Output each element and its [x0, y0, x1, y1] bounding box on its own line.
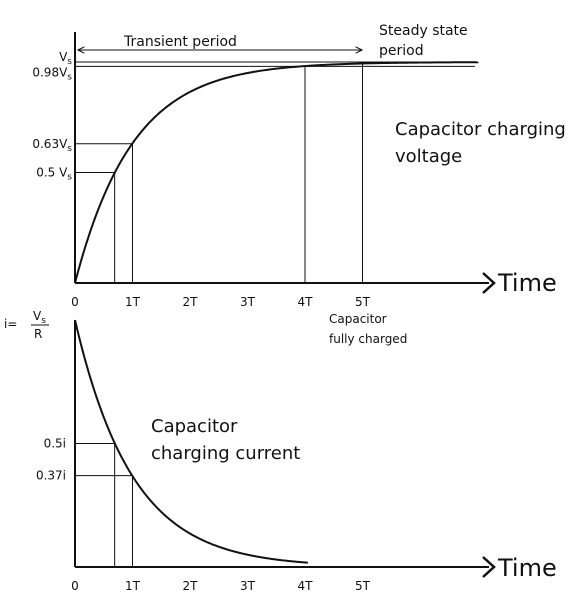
y-tick-label: 0.5i [44, 437, 66, 451]
current-x-axis-arrow [482, 556, 496, 578]
voltage-title-line1: Capacitor charging [395, 119, 566, 140]
voltage-y-tick-labels: Vs0.98Vs 0.63Vs 0.5 Vs [32, 50, 72, 183]
voltage-title-line2: voltage [395, 146, 462, 167]
current-x-tick-labels: 0 1T 2T 3T 4T 5T [71, 579, 370, 593]
steady-state-label-line1: Steady state [379, 23, 468, 39]
voltage-x-axis-arrow [482, 272, 496, 294]
current-guide-lines [75, 443, 133, 567]
voltage-x-tick-labels: 0 1T 2T 3T 4T 5T [71, 295, 370, 309]
voltage-guide-lines [75, 61, 475, 283]
x-tick-label: 2T [183, 579, 199, 593]
transient-period-label: Transient period [123, 34, 237, 50]
y-tick-label: Vs [59, 50, 72, 67]
current-title-line2: charging current [151, 443, 300, 464]
steady-state-label-line2: period [379, 43, 424, 59]
current-series-line [74, 319, 308, 564]
y-tick-label: 0.5 Vs [36, 166, 72, 183]
x-tick-label: 0 [71, 295, 79, 309]
current-initial-lhs: i= [4, 317, 17, 331]
current-x-axis-label: Time [497, 554, 557, 582]
current-title-line1: Capacitor [151, 416, 238, 437]
x-tick-label: 4T [298, 579, 314, 593]
fully-charged-label-line1: Capacitor [329, 312, 387, 326]
x-tick-label: 3T [240, 579, 256, 593]
x-tick-label: 1T [125, 295, 141, 309]
y-tick-label: 0.98Vs [32, 65, 72, 82]
y-tick-label: 0.37i [36, 469, 66, 483]
y-tick-label: 0.63Vs [32, 137, 72, 154]
x-tick-label: 0 [71, 579, 79, 593]
x-tick-label: 2T [183, 295, 199, 309]
voltage-series-line [74, 61, 479, 284]
x-tick-label: 1T [125, 579, 141, 593]
voltage-x-axis-label: Time [497, 269, 557, 297]
fully-charged-label-line2: fully charged [329, 332, 407, 346]
current-y-tick-labels: 0.5i 0.37i [36, 437, 66, 483]
current-initial-numerator: Vs [33, 309, 46, 326]
x-tick-label: 5T [355, 579, 371, 593]
current-initial-denominator: R [34, 327, 42, 341]
x-tick-label: 3T [240, 295, 256, 309]
current-chart: Time 0 1T 2T 3T 4T 5T 0.5i 0.37i i= Vs R Capac… [4, 309, 557, 593]
x-tick-label: 5T [355, 295, 371, 309]
current-initial-value-label: i= Vs R [4, 309, 49, 341]
x-tick-label: 4T [298, 295, 314, 309]
